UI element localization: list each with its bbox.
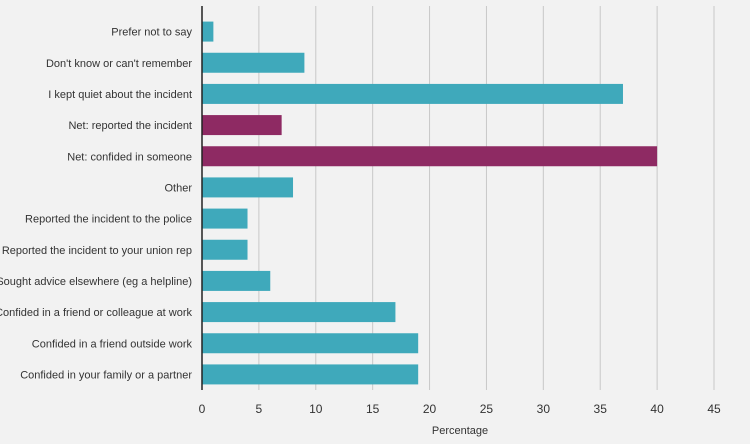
grid-lines [258,6,715,390]
category-label: I kept quiet about the incident [48,89,192,101]
bar [202,177,294,198]
x-axis-title: Percentage [432,425,488,437]
bar [202,364,419,385]
bar [202,302,396,323]
category-label: Confided in your family or a partner [20,369,192,381]
bar [202,146,658,167]
category-label: Confided in a friend outside work [32,338,193,350]
category-labels: Prefer not to say Don't know or can't rem… [0,27,192,382]
category-label: Net: confided in someone [67,151,192,163]
x-tick-label: 25 [480,402,494,416]
x-tick-label: 35 [594,402,608,416]
x-tick-label: 40 [650,402,664,416]
bar [202,83,623,104]
bar [202,270,271,291]
bar [202,52,305,73]
bar [202,21,214,42]
category-label: Other [164,182,192,194]
bars [202,21,658,385]
x-tick-label: 0 [199,402,206,416]
category-label: Reported the incident to the police [25,214,192,226]
category-label: Don't know or can't remember [46,58,192,70]
x-tick-label: 15 [366,402,380,416]
x-tick-label: 20 [423,402,437,416]
category-label: Reported the incident to your union rep [2,245,192,257]
x-tick-label: 30 [537,402,551,416]
bar [202,239,248,260]
category-label: Confided in a friend or colleague at wor… [0,307,192,319]
x-tick-label: 10 [309,402,323,416]
x-tick-labels: 0 5 10 15 20 25 30 35 40 45 [199,402,721,416]
category-label: Net: reported the incident [68,120,192,132]
category-label: Prefer not to say [111,27,192,39]
bar [202,208,248,229]
x-tick-label: 5 [256,402,263,416]
category-label: Sought advice elsewhere (eg a helpline) [0,276,192,288]
x-tick-label: 45 [707,402,721,416]
bar [202,115,282,136]
bar [202,333,419,354]
